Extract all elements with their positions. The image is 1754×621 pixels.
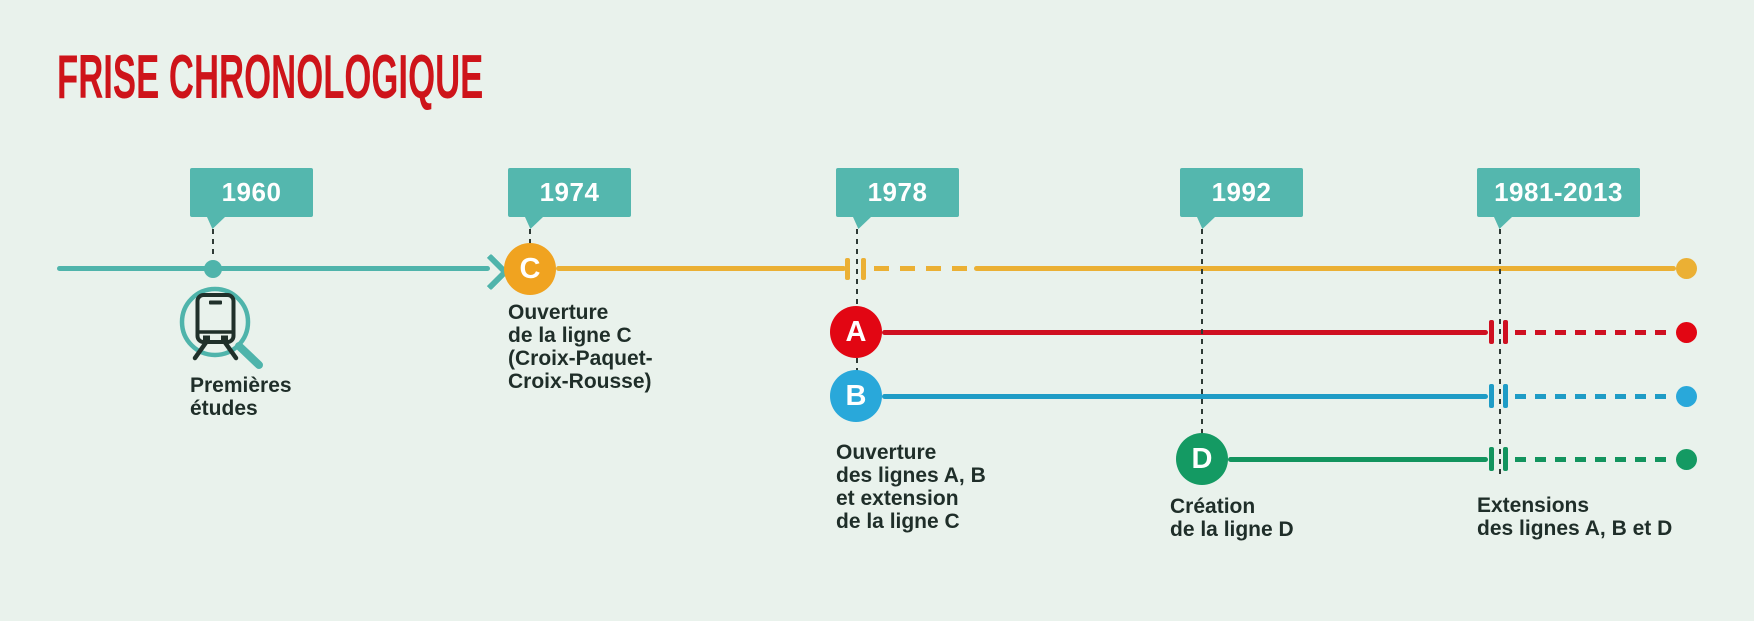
label-line: Ouverture xyxy=(836,441,937,464)
line-d-dashed xyxy=(1515,457,1672,462)
label-line: (Croix-Paquet- xyxy=(508,347,653,370)
label-line: de la ligne D xyxy=(1170,518,1294,541)
year-badge-label: 1992 xyxy=(1211,177,1272,207)
label-line: Croix-Rousse) xyxy=(508,370,652,393)
label-line: Extensions xyxy=(1477,494,1590,517)
year-badge-1960: 1960 xyxy=(190,168,313,229)
speech-tail xyxy=(207,217,225,229)
year-badge-1992: 1992 xyxy=(1180,168,1303,229)
badge-letter: C xyxy=(519,252,541,285)
line-a-break-tick-left xyxy=(1489,320,1494,344)
year-badge-label: 1981-2013 xyxy=(1494,177,1623,207)
line-d-break-tick-left xyxy=(1489,447,1494,471)
line-d-endpoint-dot xyxy=(1676,449,1697,470)
line-a-solid xyxy=(882,330,1488,335)
label-line: de la ligne C xyxy=(508,324,632,347)
line-b-endpoint-dot xyxy=(1676,386,1697,407)
connector-1981-2013 xyxy=(1499,229,1501,475)
line-d-break-tick-right xyxy=(1503,447,1508,471)
line-c-break-tick-right xyxy=(861,258,866,280)
label-line: études xyxy=(190,397,258,420)
speech-tail xyxy=(1494,217,1512,229)
line-b-badge: B xyxy=(830,370,882,422)
label-line: Ouverture xyxy=(508,301,609,324)
year-badge-1974: 1974 xyxy=(508,168,631,229)
label-line: de la ligne C xyxy=(836,510,960,533)
year-badge-label: 1978 xyxy=(867,177,928,207)
line-c-solid-1 xyxy=(556,266,846,271)
year-badge-1978: 1978 xyxy=(836,168,959,229)
label-line: des lignes A, B xyxy=(836,464,986,487)
label-1981-2013: Extensions des lignes A, B et D xyxy=(1477,494,1672,540)
speech-tail xyxy=(853,217,871,229)
line-a-break-tick-right xyxy=(1503,320,1508,344)
line-a-dashed xyxy=(1515,330,1672,335)
line-a-badge: A xyxy=(830,306,882,358)
label-1960: Premières études xyxy=(190,374,292,420)
intro-line xyxy=(57,266,490,271)
speech-tail xyxy=(1197,217,1215,229)
line-b-break-tick-left xyxy=(1489,384,1494,408)
line-d-solid xyxy=(1228,457,1488,462)
line-a-endpoint-dot xyxy=(1676,322,1697,343)
badge-letter: D xyxy=(1191,442,1213,475)
badge-letter: B xyxy=(845,379,867,412)
year-badge-label: 1960 xyxy=(221,177,282,207)
line-d-badge: D xyxy=(1176,433,1228,485)
line-c-break-tick-left xyxy=(845,258,850,280)
connector-1978-upper xyxy=(856,229,858,307)
line-c-endpoint-dot xyxy=(1676,258,1697,279)
line-c-solid-2 xyxy=(974,266,1676,271)
label-1974: Ouverture de la ligne C (Croix-Paquet- C… xyxy=(508,301,653,393)
year-badge-1981-2013: 1981-2013 xyxy=(1477,168,1640,229)
label-1992: Création de la ligne D xyxy=(1170,495,1294,541)
connector-1974 xyxy=(529,229,531,244)
label-line: des lignes A, B et D xyxy=(1477,517,1673,540)
label-1978: Ouverture des lignes A, B et extension d… xyxy=(836,441,986,533)
line-b-dashed xyxy=(1515,394,1672,399)
year-badge-label: 1974 xyxy=(539,177,600,207)
page-title: FRISE CHRONOLOGIQUE xyxy=(57,43,484,112)
train-magnifier-icon xyxy=(179,286,263,369)
connector-1978-lower xyxy=(856,358,858,371)
line-c-dashed xyxy=(874,266,976,271)
milestone-dot-1960 xyxy=(204,260,222,278)
connector-1992 xyxy=(1201,229,1203,434)
connector-1960 xyxy=(212,229,214,259)
label-line: Premières xyxy=(190,374,292,397)
label-line: Création xyxy=(1170,495,1256,518)
line-c-badge: C xyxy=(504,243,556,295)
line-b-solid xyxy=(882,394,1488,399)
speech-tail xyxy=(525,217,543,229)
label-line: et extension xyxy=(836,487,959,510)
badge-letter: A xyxy=(845,315,867,348)
line-b-break-tick-right xyxy=(1503,384,1508,408)
